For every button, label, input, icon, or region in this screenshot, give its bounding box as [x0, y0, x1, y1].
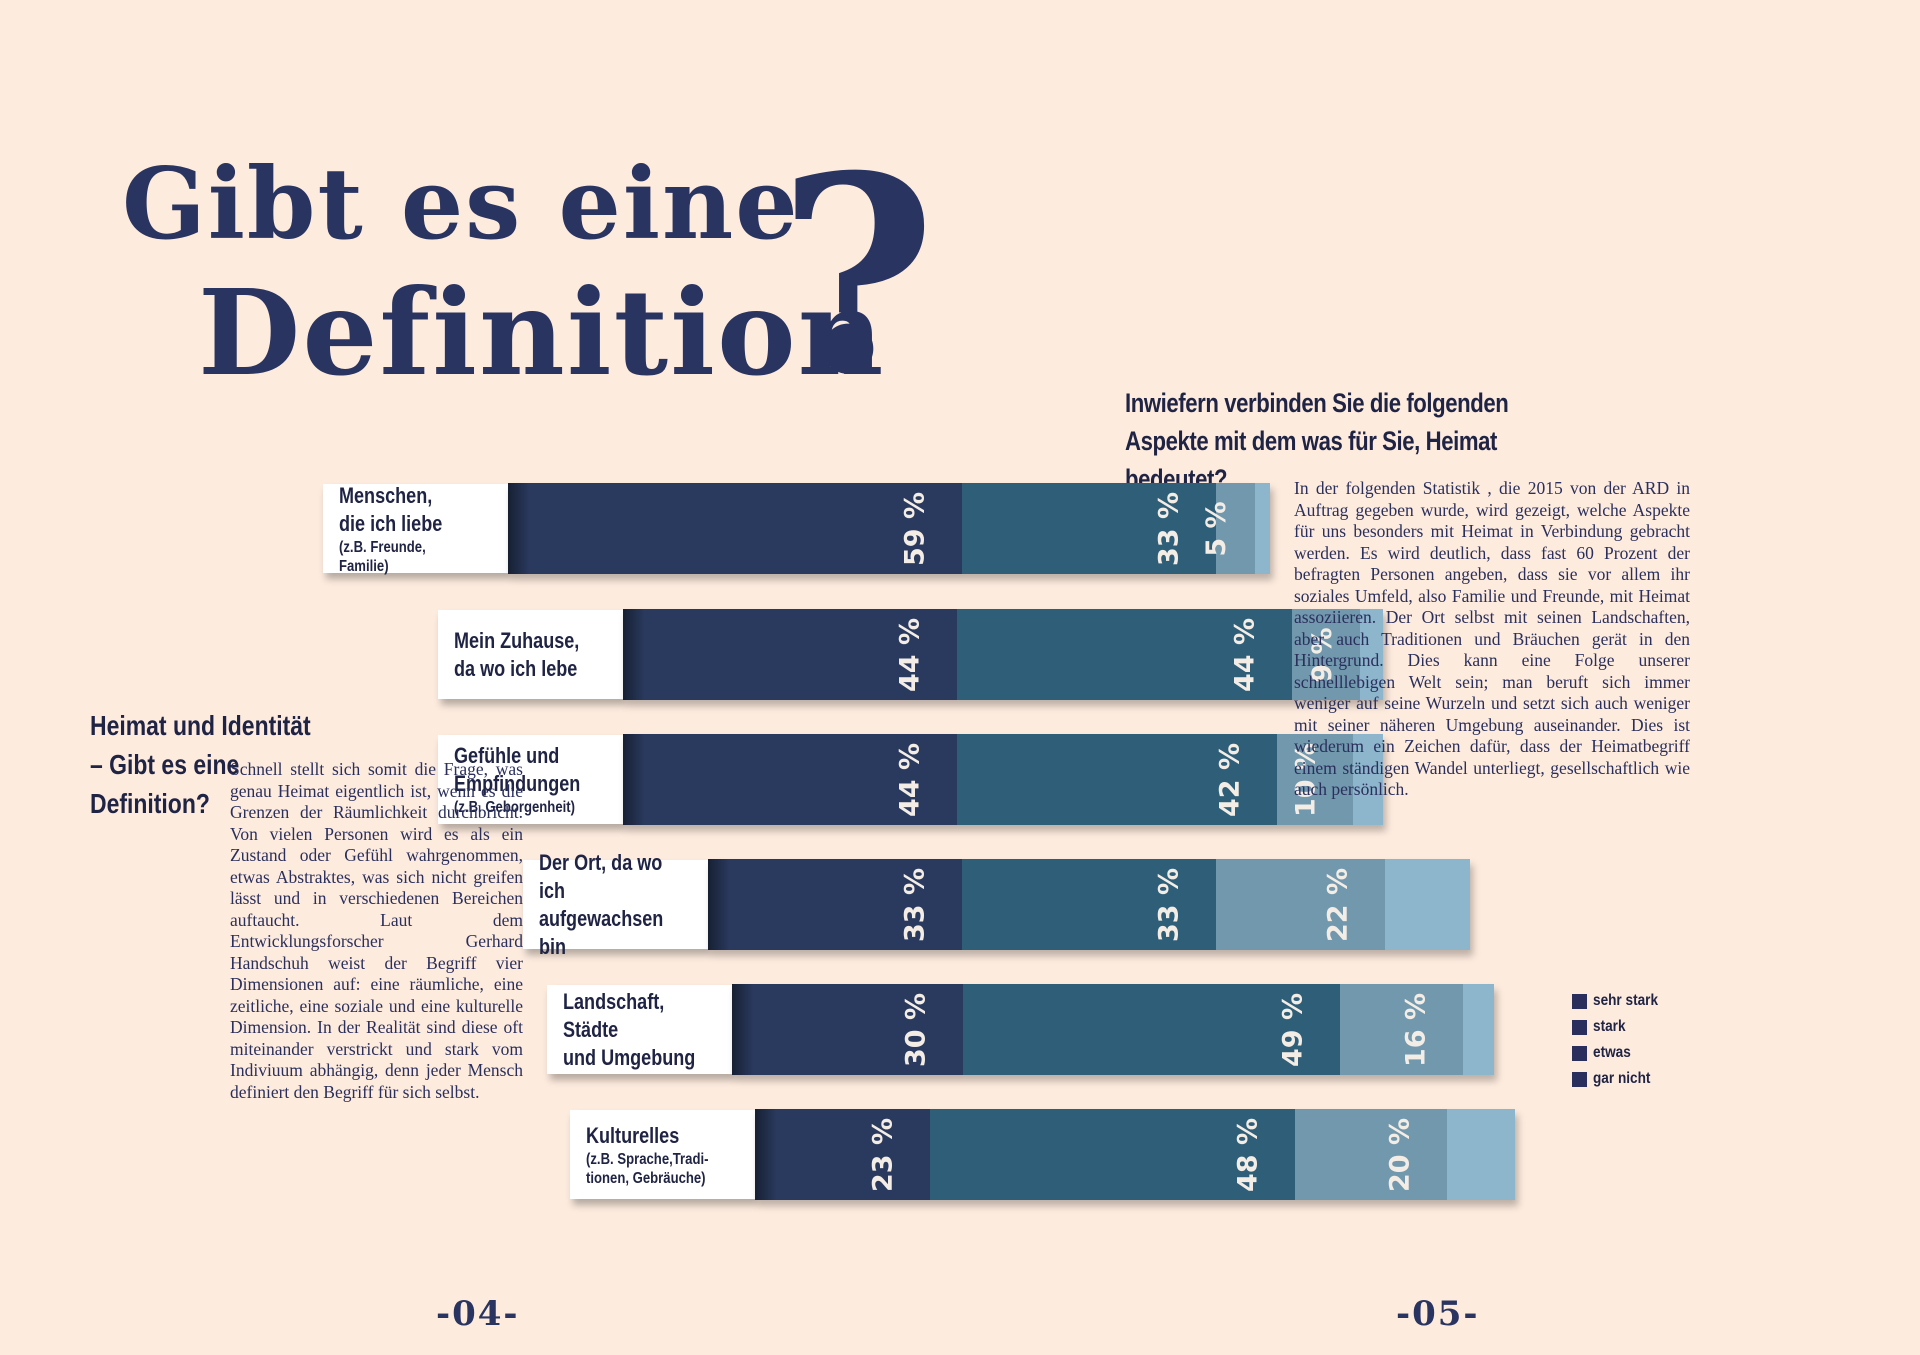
category-sublabel: (z.B. Sprache,Tradi- tionen, Gebräuche) [586, 1150, 709, 1187]
bar-segment-etwas: 9 % [1291, 609, 1361, 700]
bar-shade [755, 1109, 777, 1200]
legend-swatch [1572, 993, 1587, 1009]
data-label: 16 % [1400, 992, 1432, 1067]
bar-segment-gar-nicht [1352, 734, 1383, 825]
stacked-bar: 30 % 49 % 16 % [732, 984, 1494, 1075]
bar-segment-etwas: 10 % [1276, 734, 1353, 825]
bar-segment-stark: 48 % [929, 1109, 1295, 1200]
bar-shade [732, 984, 754, 1075]
bar-segment-stark: 33 % [962, 859, 1216, 950]
stacked-bar: 44 % 44 % 9 % [623, 609, 1383, 700]
legend-swatch [1572, 1019, 1587, 1035]
data-label: 42 % [1214, 742, 1246, 817]
category-sublabel: (z.B. Geborgenheit) [454, 799, 576, 816]
bar-segment-etwas: 20 % [1294, 1109, 1447, 1200]
page-number-left: -04- [436, 1294, 520, 1334]
legend-label: gar nicht [1593, 1070, 1651, 1087]
data-label: 22 % [1322, 867, 1354, 942]
data-label: 49 % [1277, 992, 1309, 1067]
chart-question: Inwiefern verbinden Sie die folgenden As… [1125, 388, 1509, 494]
category-label: Landschaft, Städte und Umgebung [563, 988, 696, 1070]
category-label: Kulturelles [586, 1122, 680, 1148]
bar-segment-gar-nicht [1463, 984, 1494, 1075]
title-line-2: Definition [198, 263, 886, 402]
stacked-bar: 59 % 33 % 5 % [508, 483, 1270, 574]
bar-shade [508, 483, 530, 574]
category-label-card: Menschen, die ich liebe (z.B. Freunde, Fa… [323, 482, 508, 575]
bar-segment-sehr-stark: 44 % [623, 734, 958, 825]
data-label: 20 % [1384, 1117, 1416, 1192]
bar-segment-sehr-stark: 23 % [755, 1109, 930, 1200]
bar-segment-gar-nicht [1254, 483, 1270, 574]
data-label: 44 % [1229, 617, 1261, 692]
bar-shade [708, 859, 730, 950]
category-label-card: Mein Zuhause, da wo ich lebe [438, 610, 623, 699]
data-label: 44 % [894, 617, 926, 692]
bar-segment-etwas: 22 % [1216, 859, 1386, 950]
data-label: 48 % [1232, 1117, 1264, 1192]
side-heading: Heimat und Identität – Gibt es eine Defi… [90, 710, 311, 819]
right-body-text: In der folgenden Statistik , die 2015 vo… [1294, 478, 1690, 799]
data-label: 30 % [900, 992, 932, 1067]
question-mark: ? [778, 116, 937, 434]
bar-segment-stark: 44 % [957, 609, 1292, 700]
stacked-bar: 44 % 42 % 10 % [623, 734, 1383, 825]
page-number-right: -05- [1396, 1294, 1480, 1334]
category-label-card: Landschaft, Städte und Umgebung [547, 985, 732, 1074]
category-label: Menschen, die ich liebe [339, 482, 443, 536]
legend-label: stark [1593, 1018, 1626, 1035]
bar-segment-sehr-stark: 33 % [708, 859, 962, 950]
bar-segment-gar-nicht [1446, 1109, 1515, 1200]
category-label: Mein Zuhause, da wo ich lebe [454, 627, 580, 681]
bar-segment-sehr-stark: 30 % [732, 984, 963, 1075]
legend-item: etwas [1572, 1040, 1670, 1066]
legend-swatch [1572, 1045, 1587, 1061]
data-label: 33 % [1153, 867, 1185, 942]
category-label-card: Der Ort, da wo ich aufgewachsen bin [523, 850, 708, 959]
title-line-1: Gibt es eine [122, 147, 800, 262]
category-label-card: Kulturelles (z.B. Sprache,Tradi- tionen, … [570, 1110, 755, 1199]
stacked-bar: 33 % 33 % 22 % [708, 859, 1470, 950]
stacked-bar: 23 % 48 % 20 % [755, 1109, 1515, 1200]
bar-segment-etwas: 5 % [1201, 483, 1255, 574]
legend-label: sehr stark [1593, 992, 1659, 1009]
legend-label: etwas [1593, 1044, 1631, 1061]
bar-segment-sehr-stark: 44 % [623, 609, 958, 700]
legend-item: gar nicht [1572, 1066, 1670, 1092]
data-label: 59 % [899, 491, 931, 566]
left-body-text: Schnell stellt sich somit die Frage, was… [230, 759, 523, 1102]
category-label: Der Ort, da wo ich aufgewachsen bin [539, 849, 664, 959]
data-label: 5 % [1201, 500, 1233, 557]
legend-swatch [1572, 1071, 1587, 1087]
bar-shade [623, 609, 645, 700]
category-label-card: Gefühle und Empfindungen (z.B. Geborgenhe… [438, 735, 623, 824]
bar-segment-stark: 49 % [962, 984, 1341, 1075]
data-label: 44 % [894, 742, 926, 817]
data-label: 33 % [1153, 491, 1185, 566]
bar-segment-stark: 33 % [962, 483, 1217, 574]
bar-shade [623, 734, 645, 825]
bar-segment-stark: 42 % [957, 734, 1277, 825]
legend-item: stark [1572, 1014, 1670, 1040]
bar-segment-etwas: 16 % [1340, 984, 1464, 1075]
bar-segment-gar-nicht [1360, 609, 1383, 700]
data-label: 33 % [899, 867, 931, 942]
chart-legend: sehr stark stark etwas gar nicht [1572, 988, 1670, 1092]
bar-segment-gar-nicht [1385, 859, 1470, 950]
bar-segment-sehr-stark: 59 % [508, 483, 963, 574]
data-label: 23 % [867, 1117, 899, 1192]
category-label: Gefühle und Empfindungen [454, 743, 581, 796]
category-sublabel: (z.B. Freunde, Familie) [339, 538, 426, 575]
legend-item: sehr stark [1572, 988, 1670, 1014]
